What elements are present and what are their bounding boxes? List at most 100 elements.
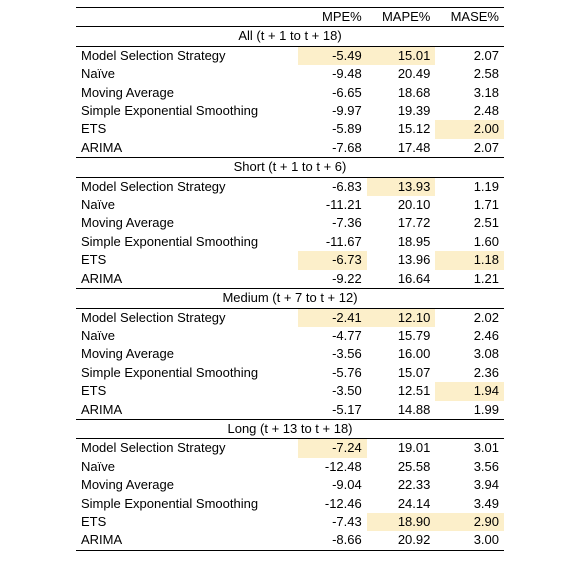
mape-value: 25.58 (397, 458, 431, 474)
method-name: Moving Average (81, 477, 174, 493)
method-name: Simple Exponential Smoothing (81, 495, 259, 511)
mase-value: 1.60 (473, 233, 499, 249)
method-name: Naïve (81, 458, 115, 474)
method-name: Model Selection Strategy (81, 309, 226, 325)
table-row: ARIMA -5.17 14.88 1.99 (76, 401, 504, 420)
table-row: ARIMA -9.22 16.64 1.21 (76, 270, 504, 289)
mase-value: 1.94 (435, 382, 504, 401)
mpe-value: -3.50 (332, 383, 362, 399)
method-name: Model Selection Strategy (81, 47, 226, 63)
mase-value: 2.00 (435, 120, 504, 139)
mase-value: 1.19 (473, 178, 499, 194)
section-header-row: Short (t + 1 to t + 6) (76, 157, 504, 178)
mpe-value: -6.73 (298, 251, 367, 270)
header-mpe: MPE% (322, 9, 362, 24)
mase-value: 3.08 (473, 346, 499, 362)
mpe-value: -3.56 (332, 346, 362, 362)
mape-value: 14.88 (397, 401, 431, 417)
mase-value: 3.01 (473, 440, 499, 456)
section-title: Medium (t + 7 to t + 12) (222, 290, 358, 306)
table-row: Simple Exponential Smoothing -11.67 18.95 1… (76, 233, 504, 251)
table-row: Moving Average -6.65 18.68 3.18 (76, 84, 504, 102)
method-name: Simple Exponential Smoothing (81, 233, 259, 249)
mase-value: 3.18 (473, 84, 499, 100)
table-row: ETS -7.43 18.90 2.90 (76, 512, 504, 532)
method-name: Model Selection Strategy (81, 178, 226, 194)
section-title: Short (t + 1 to t + 6) (233, 159, 347, 175)
mase-value: 2.07 (473, 139, 499, 155)
method-name: Simple Exponential Smoothing (81, 364, 259, 380)
method-name: ETS (81, 513, 107, 529)
section-title: Long (t + 13 to t + 18) (227, 420, 353, 436)
mase-value: 1.21 (473, 270, 499, 286)
method-name: Naïve (81, 197, 115, 213)
mape-value: 18.68 (397, 84, 431, 100)
table-row: Model Selection Strategy -7.24 19.01 3.01 (76, 438, 504, 458)
mase-value: 2.58 (473, 66, 499, 82)
method-name: ETS (81, 383, 107, 399)
mape-value: 15.01 (366, 46, 436, 66)
mase-value: 3.56 (473, 458, 499, 474)
mase-value: 2.46 (473, 327, 499, 343)
mape-value: 24.14 (397, 495, 431, 511)
section-header-row: All (t + 1 to t + 18) (76, 26, 504, 47)
table-row: ETS -3.50 12.51 1.94 (76, 382, 504, 401)
mape-value: 17.72 (397, 215, 431, 231)
mase-value: 3.49 (473, 495, 499, 511)
mape-value: 16.64 (397, 270, 431, 286)
table-body: All (t + 1 to t + 18) Model Selection Str… (76, 26, 504, 551)
mase-value: 3.00 (473, 532, 499, 548)
method-name: Naïve (81, 327, 115, 343)
mpe-value: -5.49 (298, 46, 367, 66)
mpe-value: -4.77 (332, 327, 362, 343)
mpe-value: -5.17 (332, 401, 362, 417)
mpe-value: -9.22 (332, 270, 362, 286)
mape-value: 15.12 (397, 121, 431, 137)
mape-value: 18.90 (366, 512, 436, 532)
table-row: ETS -5.89 15.12 2.00 (76, 120, 504, 139)
mpe-value: -9.48 (332, 66, 362, 82)
mpe-value: -9.97 (332, 103, 362, 119)
mpe-value: -6.83 (332, 178, 362, 194)
mape-value: 18.95 (397, 233, 431, 249)
mpe-value: -7.68 (332, 139, 362, 155)
mape-value: 15.07 (397, 364, 431, 380)
mape-value: 19.39 (397, 103, 431, 119)
mape-value: 19.01 (397, 440, 431, 456)
mape-value: 22.33 (397, 477, 431, 493)
section-title: All (t + 1 to t + 18) (238, 28, 342, 44)
method-name: Moving Average (81, 346, 174, 362)
header-row: MPE% MAPE% MASE% (76, 7, 504, 27)
mpe-value: -8.66 (332, 532, 362, 548)
mase-value: 2.48 (473, 103, 499, 119)
mase-value: 2.90 (435, 512, 504, 532)
table-row: Model Selection Strategy -6.83 13.93 1.19 (76, 177, 504, 197)
mase-value: 1.71 (473, 197, 499, 213)
mpe-value: -6.65 (332, 84, 362, 100)
section-header-row: Long (t + 13 to t + 18) (76, 419, 504, 439)
mase-value: 1.18 (435, 251, 504, 270)
mape-value: 15.79 (397, 327, 431, 343)
mape-value: 20.10 (397, 197, 431, 213)
mape-value: 20.92 (397, 532, 431, 548)
table-row: Naïve -11.21 20.10 1.71 (76, 196, 504, 214)
mpe-value: -11.67 (325, 233, 362, 249)
method-name: Moving Average (81, 84, 174, 100)
header-mase: MASE% (450, 9, 499, 24)
header-mape: MAPE% (381, 9, 431, 24)
table-row: Model Selection Strategy -5.49 15.01 2.07 (76, 46, 504, 66)
mpe-value: -11.21 (325, 197, 362, 213)
mpe-value: -7.24 (298, 438, 367, 458)
mape-value: 13.96 (397, 252, 431, 268)
mape-value: 20.49 (397, 66, 431, 82)
mase-value: 2.36 (473, 364, 499, 380)
method-name: ETS (81, 121, 107, 137)
mape-value: 13.93 (366, 177, 436, 197)
mpe-value: -2.41 (298, 308, 367, 327)
method-name: Simple Exponential Smoothing (81, 103, 259, 119)
results-table: MPE% MAPE% MASE% All (t + 1 to t + 18) Mo… (76, 7, 504, 551)
mape-value: 16.00 (397, 346, 431, 362)
method-name: Moving Average (81, 215, 174, 231)
method-name: ETS (81, 252, 107, 268)
method-name: ARIMA (81, 401, 123, 417)
